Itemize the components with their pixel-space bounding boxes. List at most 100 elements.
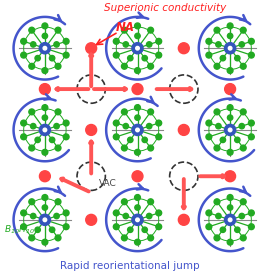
Circle shape [122, 235, 127, 241]
Circle shape [54, 42, 59, 47]
Circle shape [42, 115, 48, 120]
Circle shape [122, 64, 127, 69]
Circle shape [35, 227, 40, 232]
Circle shape [55, 27, 61, 33]
Circle shape [225, 84, 236, 95]
Circle shape [214, 27, 220, 33]
Circle shape [42, 195, 48, 200]
Circle shape [227, 149, 233, 155]
Circle shape [156, 39, 162, 44]
Circle shape [248, 120, 254, 126]
Circle shape [54, 213, 59, 219]
Circle shape [216, 213, 221, 219]
Circle shape [156, 120, 162, 126]
Circle shape [248, 210, 254, 216]
Circle shape [178, 125, 189, 135]
Circle shape [43, 218, 47, 222]
Circle shape [206, 210, 212, 216]
Circle shape [43, 128, 47, 132]
Circle shape [132, 171, 143, 182]
Circle shape [206, 39, 212, 44]
Circle shape [42, 205, 48, 210]
Circle shape [50, 137, 55, 142]
Circle shape [42, 239, 48, 245]
Circle shape [122, 199, 127, 205]
Circle shape [113, 210, 119, 216]
Circle shape [29, 27, 35, 33]
Circle shape [156, 224, 162, 230]
Circle shape [142, 227, 147, 232]
Circle shape [55, 64, 61, 69]
Circle shape [148, 199, 153, 205]
Circle shape [240, 27, 246, 33]
Circle shape [214, 64, 220, 69]
Circle shape [240, 199, 246, 205]
Circle shape [21, 210, 27, 216]
Circle shape [39, 124, 51, 136]
Circle shape [39, 214, 51, 225]
Circle shape [227, 23, 233, 29]
Circle shape [227, 239, 233, 245]
Circle shape [239, 42, 244, 47]
Circle shape [228, 218, 232, 222]
Circle shape [248, 134, 254, 140]
Circle shape [239, 213, 244, 219]
Circle shape [178, 43, 189, 54]
Circle shape [148, 64, 153, 69]
Circle shape [63, 120, 69, 126]
Circle shape [113, 134, 119, 140]
Circle shape [31, 213, 36, 219]
Circle shape [228, 46, 232, 50]
Circle shape [50, 56, 55, 61]
Circle shape [235, 56, 240, 61]
Circle shape [128, 56, 133, 61]
Circle shape [214, 145, 220, 151]
Circle shape [55, 199, 61, 205]
Circle shape [147, 213, 152, 219]
Circle shape [55, 145, 61, 151]
Circle shape [156, 52, 162, 58]
Circle shape [43, 46, 47, 50]
Circle shape [178, 214, 189, 225]
Circle shape [122, 145, 127, 151]
Circle shape [227, 33, 233, 38]
Text: NA: NA [116, 21, 135, 34]
Text: Rapid reorientational jump: Rapid reorientational jump [59, 262, 199, 271]
Circle shape [113, 39, 119, 44]
Circle shape [63, 52, 69, 58]
Circle shape [136, 218, 139, 222]
Circle shape [29, 109, 35, 115]
Circle shape [206, 120, 212, 126]
Circle shape [220, 137, 225, 142]
Circle shape [248, 39, 254, 44]
Circle shape [214, 235, 220, 241]
Circle shape [132, 43, 143, 54]
Circle shape [123, 213, 128, 219]
Text: Superionic conductivity: Superionic conductivity [104, 3, 226, 13]
Circle shape [35, 137, 40, 142]
Circle shape [113, 224, 119, 230]
Circle shape [128, 137, 133, 142]
Circle shape [206, 52, 212, 58]
Circle shape [134, 195, 141, 200]
Circle shape [29, 199, 35, 205]
Circle shape [134, 68, 141, 73]
Circle shape [147, 123, 152, 129]
Circle shape [214, 109, 220, 115]
Circle shape [63, 39, 69, 44]
Circle shape [29, 235, 35, 241]
Circle shape [42, 105, 48, 111]
Circle shape [29, 145, 35, 151]
Circle shape [216, 123, 221, 129]
Circle shape [227, 115, 233, 120]
Circle shape [21, 134, 27, 140]
Circle shape [55, 109, 61, 115]
Circle shape [39, 84, 50, 95]
Circle shape [227, 68, 233, 73]
Circle shape [227, 205, 233, 210]
Circle shape [228, 128, 232, 132]
Circle shape [135, 33, 140, 38]
Circle shape [122, 27, 127, 33]
Circle shape [128, 227, 133, 232]
Circle shape [227, 105, 233, 111]
